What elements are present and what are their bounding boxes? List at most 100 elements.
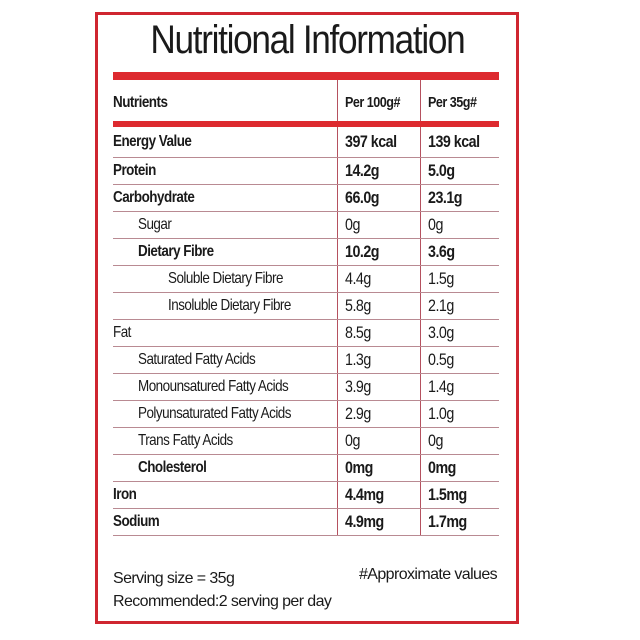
table-row: Energy Value 397 kcal 139 kcal: [113, 124, 499, 158]
value-per-100g-cell: 4.4g: [336, 265, 420, 293]
table-header: Nutrients Per 100g# Per 35g#: [113, 80, 499, 124]
nutrient-name: Sodium: [113, 512, 160, 530]
table-row: Polyunsaturated Fatty Acids 2.9g 1.0g: [113, 400, 499, 428]
value-per-35g-cell: 0g: [419, 427, 499, 455]
header-per-100g-cell: Per 100g#: [336, 80, 420, 124]
value-per-35g-cell: 1.0g: [419, 400, 499, 428]
nutrient-name: Fat: [113, 323, 131, 341]
header-per-100g: Per 100g#: [344, 94, 401, 111]
value-per-100g: 10.2g: [344, 241, 380, 261]
value-per-100g: 1.3g: [344, 349, 371, 369]
nutrient-name: Saturated Fatty Acids: [138, 350, 256, 368]
nutrient-name: Sugar: [138, 215, 172, 233]
value-per-100g-cell: 0mg: [336, 454, 420, 482]
nutrient-name: Insoluble Dietary Fibre: [168, 296, 291, 314]
page-title-wrap: Nutritional Information: [95, 18, 519, 63]
table-row: Sugar 0g 0g: [113, 211, 499, 239]
value-per-35g: 2.1g: [427, 295, 454, 315]
header-per-35g-cell: Per 35g#: [419, 80, 499, 124]
table-row: Insoluble Dietary Fibre 5.8g 2.1g: [113, 292, 499, 320]
value-per-35g: 0g: [427, 430, 443, 450]
table-row: Sodium 4.9mg 1.7mg: [113, 508, 499, 536]
value-per-100g: 0g: [344, 430, 360, 450]
value-per-100g-cell: 8.5g: [336, 319, 420, 347]
nutrient-name: Carbohydrate: [113, 188, 195, 206]
nutrient-name-cell: Trans Fatty Acids: [113, 427, 337, 455]
table-row: Cholesterol 0mg 0mg: [113, 454, 499, 482]
nutrient-name-cell: Carbohydrate: [113, 184, 337, 212]
nutrient-name-cell: Dietary Fibre: [113, 238, 337, 266]
table-row: Saturated Fatty Acids 1.3g 0.5g: [113, 346, 499, 374]
value-per-100g-cell: 0g: [336, 427, 420, 455]
table-row: Trans Fatty Acids 0g 0g: [113, 427, 499, 455]
value-per-35g-cell: 1.7mg: [419, 508, 499, 536]
table-row: Carbohydrate 66.0g 23.1g: [113, 184, 499, 212]
page-title: Nutritional Information: [150, 18, 465, 62]
value-per-100g-cell: 4.9mg: [336, 508, 420, 536]
value-per-100g-cell: 4.4mg: [336, 481, 420, 509]
value-per-100g: 4.4mg: [344, 484, 384, 504]
value-per-100g: 0g: [344, 214, 360, 234]
nutrient-name-cell: Sugar: [113, 211, 337, 239]
table-row: Iron 4.4mg 1.5mg: [113, 481, 499, 509]
header-per-35g: Per 35g#: [427, 94, 477, 111]
value-per-100g: 8.5g: [344, 322, 371, 342]
value-per-35g: 1.0g: [427, 403, 454, 423]
value-per-35g-cell: 5.0g: [419, 157, 499, 185]
value-per-35g: 139 kcal: [427, 131, 480, 151]
approximate-note: #Approximate values: [359, 566, 498, 583]
table-row: Monounsatured Fatty Acids 3.9g 1.4g: [113, 373, 499, 401]
header-nutrients-cell: Nutrients: [113, 80, 337, 124]
value-per-100g-cell: 14.2g: [336, 157, 420, 185]
value-per-35g-cell: 1.5g: [419, 265, 499, 293]
header-nutrients: Nutrients: [113, 93, 168, 111]
table-row: Soluble Dietary Fibre 4.4g 1.5g: [113, 265, 499, 293]
value-per-35g-cell: 0.5g: [419, 346, 499, 374]
nutrient-name: Energy Value: [113, 132, 192, 150]
nutrition-table: Nutrients Per 100g# Per 35g# Energy Valu…: [113, 80, 499, 536]
nutrient-name-cell: Fat: [113, 319, 337, 347]
nutrient-name: Monounsatured Fatty Acids: [138, 377, 289, 395]
value-per-100g: 14.2g: [344, 160, 380, 180]
value-per-100g-cell: 0g: [336, 211, 420, 239]
value-per-100g-cell: 3.9g: [336, 373, 420, 401]
label-frame: [95, 12, 519, 624]
value-per-100g: 4.4g: [344, 268, 371, 288]
value-per-100g: 5.8g: [344, 295, 371, 315]
header-divider: [113, 121, 499, 127]
nutrient-name-cell: Soluble Dietary Fibre: [113, 265, 337, 293]
value-per-100g: 2.9g: [344, 403, 371, 423]
value-per-35g-cell: 23.1g: [419, 184, 499, 212]
value-per-35g: 1.4g: [427, 376, 454, 396]
value-per-35g: 1.5g: [427, 268, 454, 288]
nutrient-name: Trans Fatty Acids: [138, 431, 233, 449]
value-per-35g: 1.7mg: [427, 511, 467, 531]
value-per-100g: 3.9g: [344, 376, 371, 396]
recommended-servings: Recommended:2 serving per day: [113, 593, 332, 610]
value-per-35g-cell: 2.1g: [419, 292, 499, 320]
table-row: Dietary Fibre 10.2g 3.6g: [113, 238, 499, 266]
value-per-100g-cell: 66.0g: [336, 184, 420, 212]
nutrient-name-cell: Saturated Fatty Acids: [113, 346, 337, 374]
value-per-100g-cell: 10.2g: [336, 238, 420, 266]
value-per-35g: 5.0g: [427, 160, 455, 180]
value-per-35g: 1.5mg: [427, 484, 467, 504]
value-per-35g-cell: 3.0g: [419, 319, 499, 347]
value-per-35g-cell: 0g: [419, 211, 499, 239]
value-per-35g-cell: 139 kcal: [419, 124, 499, 158]
nutrient-name-cell: Sodium: [113, 508, 337, 536]
value-per-35g: 0g: [427, 214, 443, 234]
value-per-100g: 66.0g: [344, 187, 380, 207]
nutrient-name-cell: Cholesterol: [113, 454, 337, 482]
value-per-35g: 23.1g: [427, 187, 463, 207]
value-per-35g: 3.0g: [427, 322, 454, 342]
top-divider: [113, 72, 499, 80]
table-row: Fat 8.5g 3.0g: [113, 319, 499, 347]
value-per-100g-cell: 397 kcal: [336, 124, 420, 158]
value-per-35g: 0mg: [427, 457, 456, 477]
nutrient-name: Dietary Fibre: [138, 242, 214, 260]
value-per-35g-cell: 1.4g: [419, 373, 499, 401]
nutrient-name-cell: Iron: [113, 481, 337, 509]
value-per-35g-cell: 0mg: [419, 454, 499, 482]
nutrient-name-cell: Insoluble Dietary Fibre: [113, 292, 337, 320]
